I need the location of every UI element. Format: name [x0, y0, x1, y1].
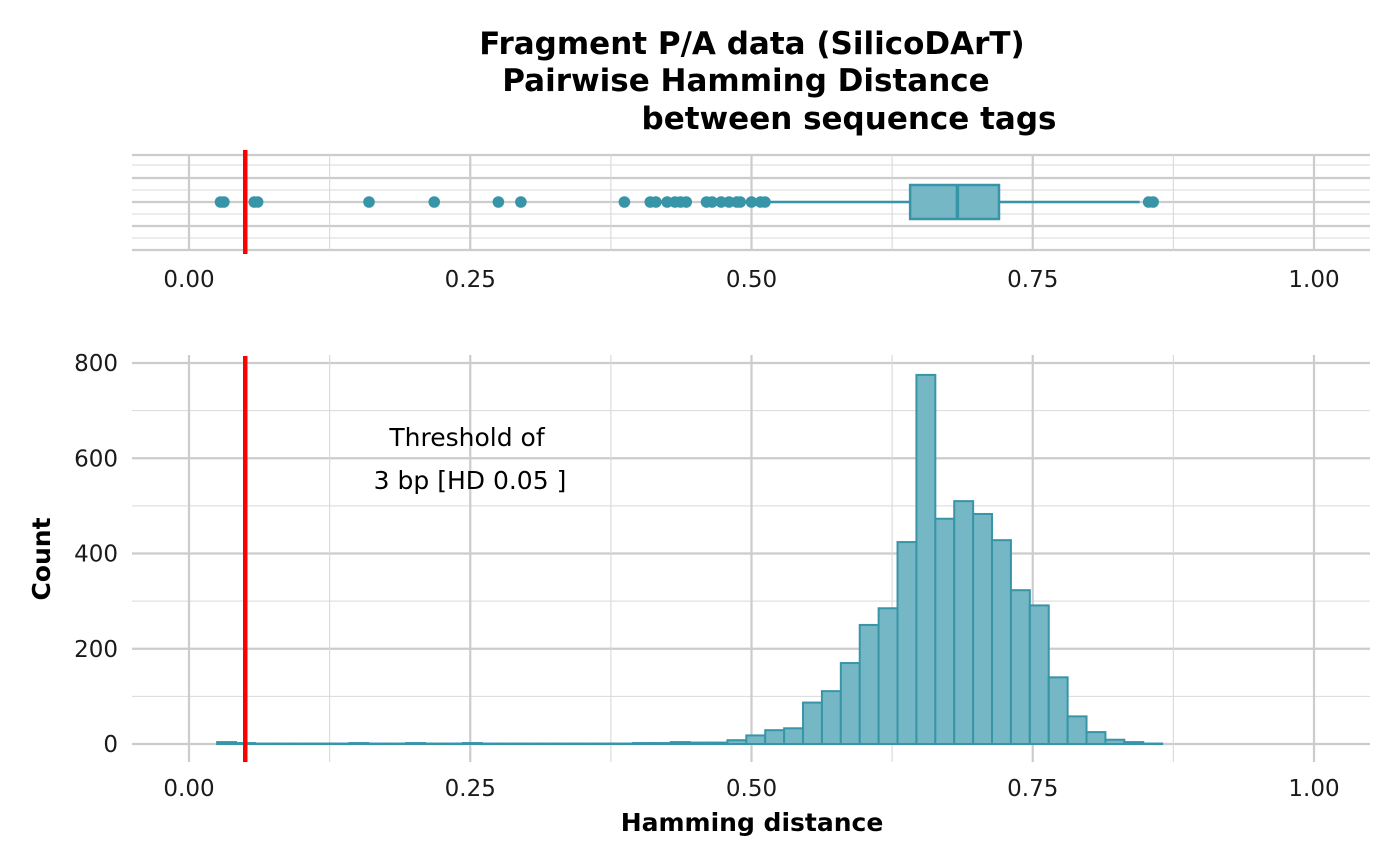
chart-title: Fragment P/A data (SilicoDArT) Pairwise …: [479, 26, 1056, 137]
histogram-bar: [726, 739, 748, 746]
histogram-bar: [461, 742, 483, 745]
boxplot-outlier-point: [734, 196, 747, 208]
histogram-panel: 0 200 400 600 800 0.00 0.25 0.50 0.75 1.00 Thres…: [27, 351, 1370, 837]
boxplot-x-tick-label: 0.50: [726, 267, 777, 293]
histogram-bar: [972, 512, 994, 745]
boxplot-box: [908, 183, 1001, 221]
boxplot-gridlines: [132, 153, 1370, 252]
histogram-bar: [367, 742, 389, 746]
histogram-bar: [934, 517, 956, 746]
histogram-bar: [1066, 715, 1088, 746]
histogram-y-tick-label: 800: [74, 351, 118, 377]
histogram-y-tick-labels: 0 200 400 600 800: [74, 351, 118, 758]
histogram-x-tick-labels: 0.00 0.25 0.50 0.75 1.00: [163, 776, 1339, 802]
histogram-bar: [575, 742, 597, 746]
histogram-bar: [764, 729, 786, 745]
histogram-bar: [745, 734, 767, 745]
histogram-bar: [688, 741, 710, 745]
histogram-bar: [915, 373, 937, 745]
boxplot-x-tick-label: 0.25: [445, 267, 496, 293]
histogram-bar: [518, 742, 540, 746]
histogram-x-tick-label: 0.50: [726, 776, 777, 802]
histogram-bar: [386, 742, 408, 746]
histogram-gridlines: [132, 355, 1370, 762]
boxplot-x-tick-labels: 0.00 0.25 0.50 0.75 1.00: [163, 267, 1339, 293]
histogram-bar: [820, 690, 842, 745]
y-axis-title: Count: [27, 517, 56, 600]
boxplot-outlier-point: [251, 196, 264, 208]
boxplot-outlier-point: [218, 196, 230, 208]
histogram-bar: [1142, 742, 1164, 746]
histogram-bar: [594, 742, 616, 746]
histogram-bar: [310, 742, 332, 746]
histogram-bar: [1104, 738, 1126, 745]
histogram-bar: [839, 662, 861, 745]
title-line-2: Pairwise Hamming Distance: [502, 63, 989, 99]
boxplot-outlier-point: [650, 196, 662, 208]
threshold-annotation-line-2: 3 bp [HD 0.05 ]: [374, 466, 567, 495]
boxplot-outlier-point: [1147, 196, 1159, 208]
threshold-annotation-line-1: Threshold of: [388, 423, 545, 452]
boxplot-outlier-point: [745, 196, 758, 208]
title-line-1: Fragment P/A data (SilicoDArT): [479, 26, 1024, 62]
histogram-bar: [272, 742, 294, 746]
histogram-bar: [1009, 589, 1031, 746]
histogram-y-tick-label: 0: [103, 732, 118, 758]
histogram-bar: [499, 742, 521, 746]
boxplot-outlier-point: [428, 196, 441, 208]
histogram-bar: [858, 623, 880, 745]
boxplot-marks: [214, 183, 1159, 221]
histogram-bars: [216, 373, 1164, 746]
histogram-bar: [669, 741, 691, 745]
histogram-bar: [424, 742, 445, 746]
boxplot-x-tick-label: 0.00: [163, 267, 214, 293]
histogram-bar: [707, 741, 729, 745]
histogram-bar: [556, 742, 578, 746]
boxplot-outlier-point: [515, 196, 527, 208]
histogram-bar: [896, 541, 918, 745]
boxplot-x-tick-label: 0.75: [1007, 267, 1058, 293]
histogram-bar: [537, 742, 559, 746]
histogram-bar: [650, 742, 672, 745]
x-axis-title: Hamming distance: [621, 808, 884, 837]
histogram-y-tick-label: 400: [74, 542, 118, 568]
boxplot-outlier-point: [759, 196, 771, 208]
boxplot-outlier-point: [492, 196, 505, 208]
histogram-x-tick-label: 1.00: [1288, 776, 1339, 802]
title-line-3: between sequence tags: [642, 101, 1057, 137]
histogram-bar: [1123, 741, 1145, 745]
boxplot-outlier-point: [680, 196, 693, 208]
histogram-x-tick-label: 0.25: [445, 776, 496, 802]
histogram-bar: [480, 742, 502, 746]
histogram-bar: [1028, 604, 1050, 745]
boxplot-outlier-point: [618, 196, 631, 208]
histogram-bar: [783, 727, 805, 746]
histogram-bar: [329, 742, 351, 746]
histogram-bar: [613, 742, 634, 746]
histogram-bar: [953, 500, 975, 745]
histogram-bar: [253, 742, 275, 746]
histogram-bar: [405, 742, 427, 745]
histogram-bar: [877, 607, 899, 745]
histogram-bar: [216, 741, 238, 745]
boxplot-x-tick-label: 1.00: [1288, 267, 1339, 293]
histogram-bar: [1047, 676, 1069, 746]
histogram-y-tick-label: 600: [74, 446, 118, 472]
histogram-x-tick-label: 0.00: [163, 776, 214, 802]
histogram-bar: [991, 539, 1012, 745]
boxplot-outlier-point: [363, 196, 375, 208]
histogram-bar: [631, 742, 653, 745]
histogram-bar: [291, 742, 313, 746]
histogram-bar: [348, 742, 370, 745]
histogram-x-tick-label: 0.75: [1007, 776, 1058, 802]
boxplot-outlier-point: [706, 196, 718, 208]
histogram-bar: [802, 701, 823, 745]
boxplot-panel: 0.00 0.25 0.50 0.75 1.00: [132, 150, 1370, 293]
histogram-bar: [442, 742, 464, 746]
histogram-bar: [1085, 731, 1107, 745]
histogram-y-tick-label: 200: [74, 637, 118, 663]
